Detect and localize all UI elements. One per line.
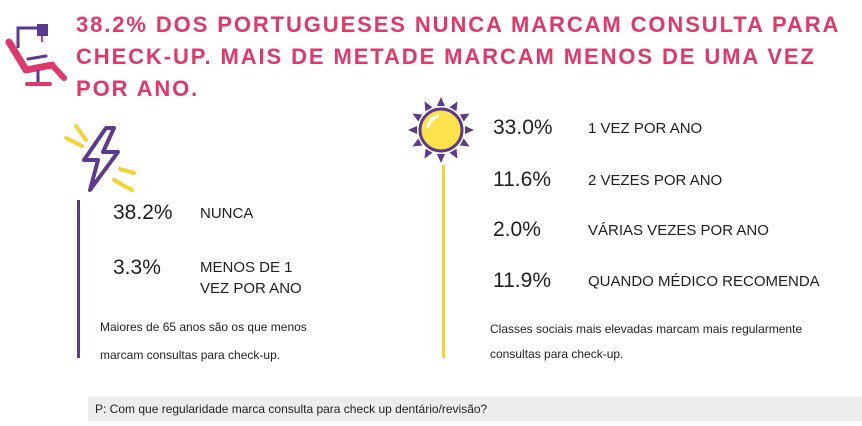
stat-value: 33.0% xyxy=(493,116,553,139)
stat-label: 1 VEZ POR ANO xyxy=(588,118,702,139)
stat-label-line: 1 VEZ POR ANO xyxy=(588,120,703,137)
left-note: Maiores de 65 anos são os que menos marc… xyxy=(100,313,307,369)
note-line: marcam consultas para check-up. xyxy=(100,348,281,362)
stat-value: 11.6% xyxy=(493,168,551,191)
title-line: CHECK-UP. MAIS DE METADE MARCAM MENOS DE… xyxy=(76,44,816,69)
stat-value: 11.9% xyxy=(493,269,551,292)
stat-label: MENOS DE 1 VEZ POR ANO xyxy=(200,257,302,299)
right-note: Classes sociais mais elevadas marcam mai… xyxy=(490,317,802,367)
page-title: 38.2% DOS PORTUGUESES NUNCA MARCAM CONSU… xyxy=(76,9,840,105)
stat-value: 2.0% xyxy=(493,218,541,241)
stat-label: VÁRIAS VEZES POR ANO xyxy=(588,220,769,241)
survey-question: P: Com que regularidade marca consulta p… xyxy=(95,402,488,416)
stat-label-line: VEZ POR ANO xyxy=(200,280,302,297)
stat-label: NUNCA xyxy=(200,203,253,224)
note-line: consultas para check-up. xyxy=(490,347,624,361)
sun-icon xyxy=(408,97,474,163)
right-divider xyxy=(442,165,445,358)
dentist-chair-icon xyxy=(2,18,70,88)
note-line: Classes sociais mais elevadas marcam mai… xyxy=(490,322,803,336)
title-line: 38.2% DOS PORTUGUESES NUNCA MARCAM CONSU… xyxy=(76,12,841,37)
stat-label-line: MENOS DE 1 xyxy=(200,259,293,276)
stat-label-line: QUANDO MÉDICO RECOMENDA xyxy=(588,273,820,290)
title-line: POR ANO. xyxy=(76,76,200,101)
stat-label-line: NUNCA xyxy=(200,205,254,222)
note-line: Maiores de 65 anos são os que menos xyxy=(100,320,307,334)
stat-value: 38.2% xyxy=(113,201,173,224)
footer-bar: P: Com que regularidade marca consulta p… xyxy=(88,397,862,421)
stat-label: 2 VEZES POR ANO xyxy=(588,170,722,191)
stat-label-line: VÁRIAS VEZES POR ANO xyxy=(588,222,769,239)
stat-value: 3.3% xyxy=(113,256,161,279)
stat-label-line: 2 VEZES POR ANO xyxy=(588,172,723,189)
left-divider xyxy=(77,200,80,358)
lightning-icon xyxy=(62,122,137,197)
stat-label: QUANDO MÉDICO RECOMENDA xyxy=(588,271,820,292)
